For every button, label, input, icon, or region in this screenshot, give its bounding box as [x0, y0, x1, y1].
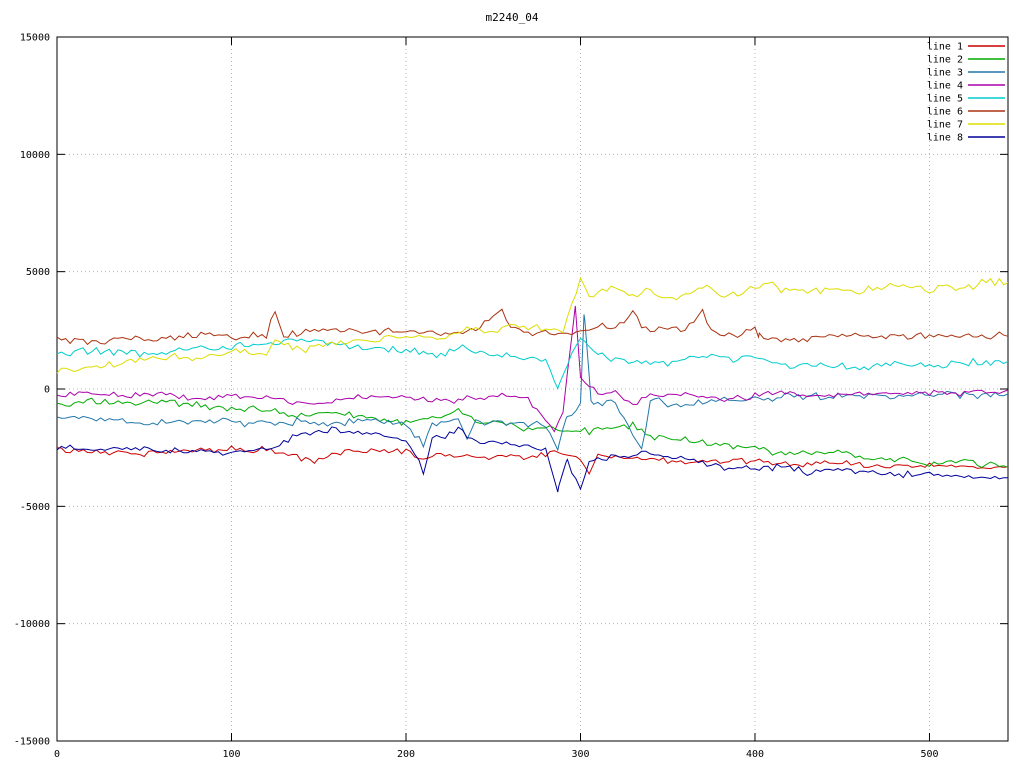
series-line-2 [56, 397, 1009, 468]
ytick-label: 15000 [20, 33, 50, 44]
xtick-label: 500 [920, 749, 938, 760]
xtick-label: 300 [571, 749, 589, 760]
xtick-label: 0 [54, 749, 60, 760]
plot-border [56, 36, 1009, 742]
ytick-label: 0 [44, 385, 50, 396]
xtick-label: 200 [397, 749, 415, 760]
legend-label: line 4 [927, 81, 963, 92]
legend-label: line 6 [927, 107, 963, 118]
series-line-6 [56, 308, 1009, 346]
legend-label: line 3 [927, 68, 963, 79]
ytick-label: 5000 [26, 267, 50, 278]
ytick-label: -15000 [14, 737, 50, 748]
ytick-label: -5000 [20, 502, 50, 513]
xtick-label: 400 [746, 749, 764, 760]
series-line-4 [56, 305, 1009, 433]
legend-label: line 2 [927, 55, 963, 66]
series-line-3 [56, 314, 1009, 452]
chart-title: m2240_04 [485, 11, 539, 24]
legend-label: line 7 [927, 120, 963, 131]
series-line-7 [56, 276, 1009, 374]
ytick-label: 10000 [20, 150, 50, 161]
xtick-label: 100 [222, 749, 240, 760]
legend-label: line 5 [927, 94, 963, 105]
series-line-5 [56, 337, 1009, 391]
series-line-1 [56, 445, 1009, 475]
series-line-8 [56, 426, 1008, 493]
legend-label: line 8 [927, 133, 963, 144]
ytick-label: -10000 [14, 619, 50, 630]
legend-label: line 1 [927, 42, 963, 53]
